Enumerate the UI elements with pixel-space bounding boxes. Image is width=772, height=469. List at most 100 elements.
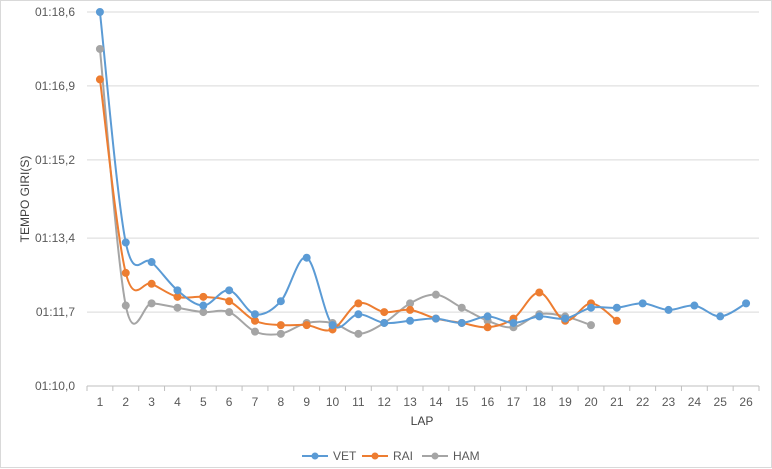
data-point-ham: [147, 299, 156, 308]
data-point-vet: [716, 312, 725, 321]
x-tick-label: 26: [739, 395, 753, 409]
data-point-ham: [95, 44, 104, 53]
legend-item-vet: VET: [302, 449, 357, 463]
x-tick-label: 19: [558, 395, 572, 409]
x-tick-label: 7: [252, 395, 259, 409]
data-point-rai: [95, 75, 104, 84]
x-tick-label: 2: [122, 395, 129, 409]
x-tick-label: 9: [303, 395, 310, 409]
data-point-rai: [302, 321, 311, 330]
y-tick-label: 01:16,9: [35, 79, 75, 93]
data-point-vet: [199, 301, 208, 310]
data-point-rai: [251, 316, 259, 325]
data-point-rai: [535, 288, 544, 297]
legend: VET RAI HAM: [302, 449, 480, 463]
x-tick-label: 25: [714, 395, 728, 409]
data-point-vet: [225, 286, 234, 295]
data-point-vet: [354, 310, 363, 319]
series-line-vet: [98, 11, 747, 329]
data-point-vet: [535, 312, 544, 321]
x-tick-label: 5: [200, 395, 207, 409]
data-point-rai: [354, 299, 363, 308]
x-tick-label: 8: [278, 395, 285, 409]
y-tick-label: 01:10,0: [35, 379, 75, 393]
x-tick-label: 22: [636, 395, 650, 409]
data-point-ham: [354, 329, 363, 338]
data-point-vet: [690, 301, 699, 310]
data-point-vet: [457, 318, 466, 327]
data-point-vet: [664, 305, 673, 314]
x-tick-label: 12: [378, 395, 392, 409]
x-tick-label: 16: [481, 395, 495, 409]
data-point-rai: [380, 308, 389, 317]
data-point-vet: [147, 258, 156, 267]
data-point-vet: [638, 299, 647, 308]
data-point-rai: [276, 321, 285, 330]
data-point-rai: [173, 292, 182, 301]
data-point-ham: [431, 290, 440, 299]
data-point-ham: [225, 308, 234, 317]
x-tick-label: 14: [429, 395, 443, 409]
x-tick-label: 18: [533, 395, 547, 409]
series-lines: [98, 11, 747, 336]
y-tick-label: 01:18,6: [35, 5, 75, 19]
legend-marker-rai: [371, 452, 379, 460]
series-line-rai: [98, 79, 618, 332]
data-point-vet: [276, 297, 285, 306]
data-point-rai: [612, 316, 621, 325]
data-point-ham: [173, 303, 182, 312]
gridlines: [87, 11, 759, 387]
data-point-rai: [121, 268, 130, 277]
data-point-rai: [199, 292, 208, 301]
x-tick-label: 4: [174, 395, 181, 409]
x-tick-label: 21: [610, 395, 624, 409]
data-point-vet: [302, 253, 311, 262]
data-point-vet: [95, 8, 104, 16]
data-point-ham: [457, 303, 466, 312]
data-point-ham: [406, 299, 415, 308]
x-tick-label: 24: [688, 395, 702, 409]
series-markers: [95, 8, 751, 338]
x-axis-title: LAP: [411, 414, 434, 428]
legend-marker-vet: [311, 452, 319, 460]
data-point-vet: [328, 321, 337, 330]
x-tick-label: 13: [403, 395, 417, 409]
x-tick-label: 17: [507, 395, 521, 409]
data-point-vet: [406, 316, 415, 325]
data-point-rai: [406, 305, 415, 314]
x-tick-label: 20: [584, 395, 598, 409]
data-point-vet: [612, 303, 621, 312]
x-tick-label: 6: [226, 395, 233, 409]
data-point-vet: [587, 303, 595, 312]
legend-item-ham: HAM: [422, 449, 480, 463]
series-line-ham: [98, 48, 592, 336]
x-tick-label: 15: [455, 395, 469, 409]
legend-label-rai: RAI: [393, 449, 413, 463]
data-point-vet: [251, 310, 259, 319]
data-point-vet: [561, 314, 570, 323]
x-tick-label: 23: [662, 395, 676, 409]
legend-label-vet: VET: [333, 449, 357, 463]
data-point-rai: [225, 297, 234, 306]
x-tick-label: 1: [97, 395, 104, 409]
y-tick-label: 01:15,2: [35, 153, 75, 167]
legend-item-rai: RAI: [362, 449, 413, 463]
x-tick-label: 10: [326, 395, 340, 409]
x-tick-label: 11: [352, 395, 365, 409]
legend-label-ham: HAM: [453, 449, 480, 463]
legend-marker-ham: [431, 452, 439, 460]
x-tick-label: 3: [148, 395, 155, 409]
data-point-vet: [742, 299, 751, 308]
data-point-ham: [121, 301, 130, 310]
data-point-ham: [276, 329, 285, 338]
axes: 01:10,0 01:11,7 01:13,4 01:15,2 01:16,9 01:18…: [35, 5, 760, 409]
data-point-ham: [199, 308, 208, 317]
data-point-vet: [509, 318, 518, 327]
data-point-vet: [380, 318, 389, 327]
data-point-vet: [173, 286, 182, 295]
y-tick-label: 01:11,7: [36, 305, 75, 319]
y-tick-label: 01:13,4: [35, 231, 75, 245]
data-point-rai: [483, 323, 492, 332]
